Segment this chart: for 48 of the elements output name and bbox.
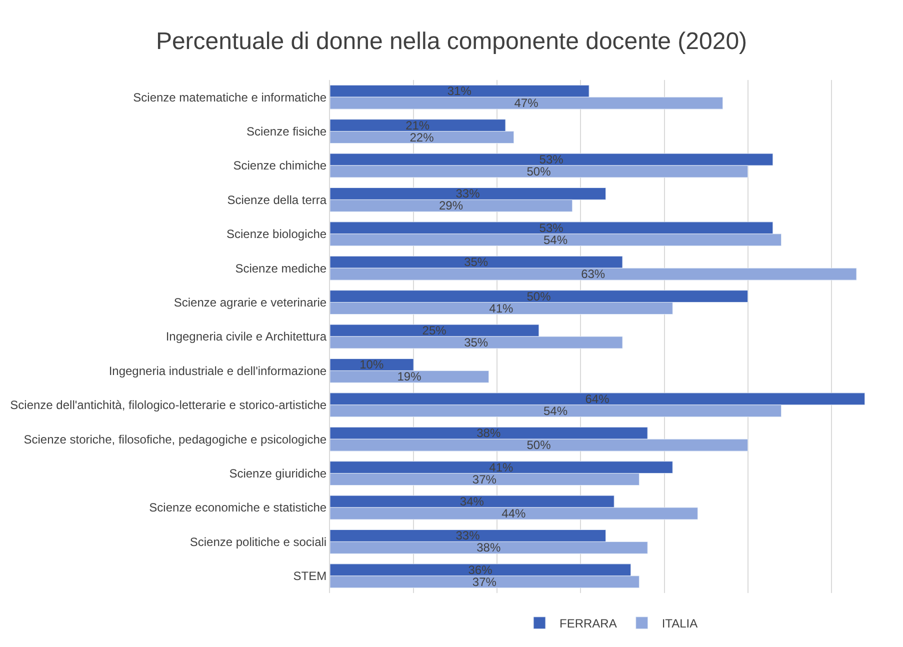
data-label: 33%	[456, 528, 480, 543]
data-label: 54%	[543, 404, 568, 418]
data-label: 10%	[360, 358, 384, 372]
data-label: 19%	[397, 370, 422, 384]
data-label: 44%	[502, 506, 526, 520]
legend-label: ITALIA	[662, 616, 698, 631]
data-label: 35%	[464, 255, 488, 270]
data-label: 34%	[460, 494, 484, 509]
data-label: 38%	[476, 540, 501, 555]
y-tick-label: Scienze politiche e sociali	[190, 534, 327, 549]
data-label: 50%	[526, 164, 552, 178]
data-label: 31%	[447, 84, 472, 98]
y-tick-label: Scienze matematiche e informatiche	[133, 90, 327, 104]
data-label: 53%	[539, 152, 564, 167]
data-label: 54%	[543, 232, 568, 247]
data-label: 38%	[476, 426, 501, 440]
y-tick-label: STEM	[293, 569, 327, 584]
y-tick-label: Scienze biologiche	[226, 227, 327, 242]
y-tick-label: Ingegneria industriale e dell'informazione	[108, 364, 327, 378]
data-label: 22%	[410, 130, 434, 144]
data-label: 33%	[456, 186, 480, 201]
data-label: 53%	[539, 220, 564, 235]
y-tick-label: Scienze chimiche	[233, 158, 327, 173]
y-tick-label: Scienze della terra	[227, 192, 327, 207]
data-label: 35%	[464, 335, 488, 350]
data-label: 47%	[514, 96, 539, 110]
data-label: 64%	[585, 392, 610, 406]
y-tick-label: Scienze fisiche	[246, 124, 327, 138]
data-label: 63%	[581, 267, 606, 282]
data-label: 41%	[489, 460, 514, 474]
legend-label: FERRARA	[560, 616, 617, 631]
data-label: 37%	[472, 472, 497, 486]
y-tick-label: Ingegneria civile e Architettura	[166, 330, 327, 344]
data-label: 25%	[422, 324, 447, 338]
chart-title: Percentuale di donne nella componente docente (2020)	[156, 28, 748, 56]
data-label: 36%	[468, 562, 493, 577]
data-label: 37%	[472, 574, 497, 589]
y-tick-label: Scienze mediche	[235, 261, 327, 276]
data-label: 41%	[489, 301, 514, 316]
y-tick-label: Scienze economiche e statistiche	[149, 500, 327, 515]
data-label: 50%	[526, 289, 552, 304]
y-tick-label: Scienze storiche, filosofiche, pedagogiche e psicologiche	[24, 432, 327, 446]
data-label: 29%	[439, 198, 464, 213]
y-tick-label: Scienze giuridiche	[229, 466, 327, 480]
y-tick-label: Scienze dell'antichità, filologico-letterarie e storico-artistiche	[10, 398, 327, 412]
data-label: 50%	[526, 438, 552, 452]
y-tick-label: Scienze agrarie e veterinarie	[174, 296, 327, 310]
data-label: 21%	[406, 118, 430, 132]
